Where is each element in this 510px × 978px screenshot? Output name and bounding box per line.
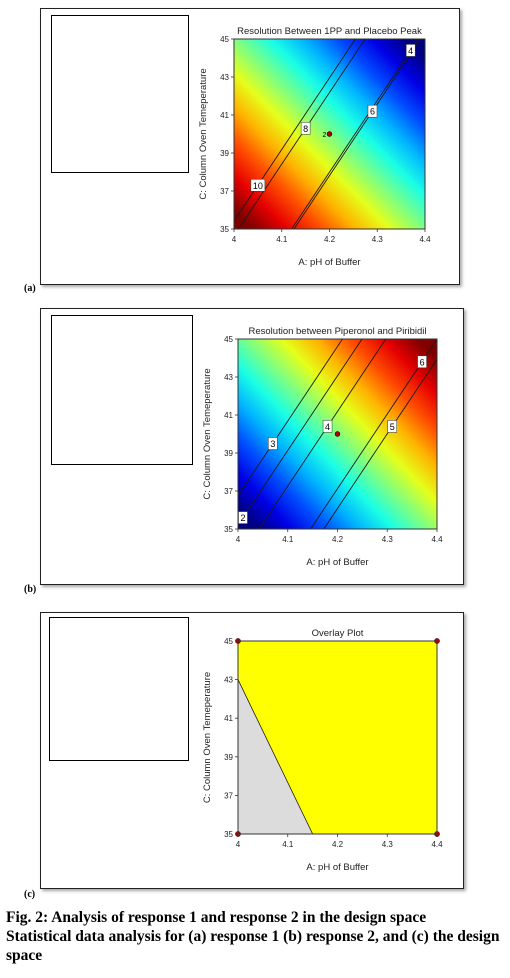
chart-title: Resolution between Piperonol and Piribid… <box>249 326 427 337</box>
legend-box-a <box>51 15 189 173</box>
contour-label-box <box>250 179 266 192</box>
x-tick-label: 4.4 <box>431 535 443 544</box>
x-tick-label: 4.1 <box>276 235 288 244</box>
contour-label: 4 <box>408 46 413 56</box>
chart-title: Overlay Plot <box>312 628 364 639</box>
contour-label-box <box>367 104 378 118</box>
panel-letter-c: (c) <box>24 889 36 900</box>
contour-label: 6 <box>420 357 425 367</box>
contour-label-box <box>268 437 278 450</box>
y-axis-label: C: Column Oven Temeperature <box>198 68 209 199</box>
y-tick-label: 45 <box>224 335 233 344</box>
legend-box-b <box>51 315 193 465</box>
contour-label: 8 <box>303 124 308 134</box>
y-axis-label: C: Column Oven Temeperature <box>202 672 213 803</box>
panel-letter-a: (a) <box>24 283 36 294</box>
panel-a: 4 6 8 10 2 Resolution Between 1PP and Placebo… <box>40 8 460 285</box>
y-tick-label: 43 <box>220 73 229 82</box>
x-tick-label: 4 <box>236 840 241 849</box>
y-tick-label: 35 <box>224 525 233 534</box>
contour-label: 6 <box>370 107 375 117</box>
x-tick-label: 4.2 <box>332 840 344 849</box>
x-tick-label: 4.1 <box>282 535 294 544</box>
x-axis-label: A: pH of Buffer <box>298 257 360 268</box>
contour-label: 10 <box>253 181 263 191</box>
panel-b: 2 3 4 5 6 Resolution between Piperonol and Pi… <box>40 308 464 585</box>
contour-label: 3 <box>270 439 275 449</box>
center-point <box>326 131 333 137</box>
y-tick-label: 39 <box>220 149 229 158</box>
y-tick-label: 39 <box>224 753 233 762</box>
contour-label-box <box>417 355 427 369</box>
figure-caption-text: Statistical data analysis for (a) respon… <box>6 928 500 964</box>
chart-title: Resolution Between 1PP and Placebo Peak <box>237 26 422 37</box>
x-axis-label: A: pH of Buffer <box>306 557 368 568</box>
legend-box-c <box>49 617 189 761</box>
contour-label-box <box>300 122 311 135</box>
x-tick-label: 4.4 <box>431 840 443 849</box>
panel-c: Overlay Plot 4 4.1 4.2 4.3 4.4 35 37 39 41 43 45 A: … <box>40 612 464 889</box>
y-tick-label: 41 <box>224 714 233 723</box>
x-axis-label: A: pH of Buffer <box>306 862 368 873</box>
chart-c: Overlay Plot 4 4.1 4.2 4.3 4.4 35 37 39 41 43 45 A: … <box>202 628 443 873</box>
y-tick-label: 39 <box>224 449 233 458</box>
y-tick-label: 45 <box>224 637 233 646</box>
contour-label: 5 <box>390 422 395 432</box>
x-tick-label: 4.2 <box>324 235 336 244</box>
panel-letter-b: (b) <box>24 584 37 595</box>
y-tick-label: 37 <box>220 187 229 196</box>
x-tick-label: 4 <box>232 235 237 244</box>
y-tick-label: 41 <box>220 111 229 120</box>
figure-caption-title: Fig. 2: Analysis of response 1 and respo… <box>6 909 427 926</box>
x-tick-label: 4.4 <box>419 235 431 244</box>
y-tick-label: 41 <box>224 411 233 420</box>
contour-label: 2 <box>240 513 245 523</box>
x-tick-label: 4.2 <box>332 535 344 544</box>
x-tick-label: 4.3 <box>372 235 384 244</box>
y-tick-label: 43 <box>224 373 233 382</box>
contour-label-box <box>322 420 333 433</box>
y-tick-label: 35 <box>224 830 233 839</box>
y-tick-label: 43 <box>224 676 233 685</box>
y-tick-label: 45 <box>220 35 229 44</box>
x-tick-label: 4.3 <box>382 840 394 849</box>
y-tick-label: 37 <box>224 791 233 800</box>
x-tick-label: 4.1 <box>282 840 294 849</box>
center-point-label: 2 <box>323 132 327 139</box>
x-tick-label: 4.3 <box>382 535 394 544</box>
center-point <box>334 431 341 437</box>
x-tick-label: 4 <box>236 535 241 544</box>
y-tick-label: 35 <box>220 225 229 234</box>
contour-label-box <box>387 420 397 433</box>
chart-a: 4 6 8 10 2 Resolution Between 1PP and Placebo… <box>198 26 431 268</box>
contour-label: 4 <box>325 422 330 432</box>
y-axis-label: C: Column Oven Temeperature <box>202 368 213 499</box>
contour-label-box <box>405 44 416 57</box>
y-tick-label: 37 <box>224 487 233 496</box>
